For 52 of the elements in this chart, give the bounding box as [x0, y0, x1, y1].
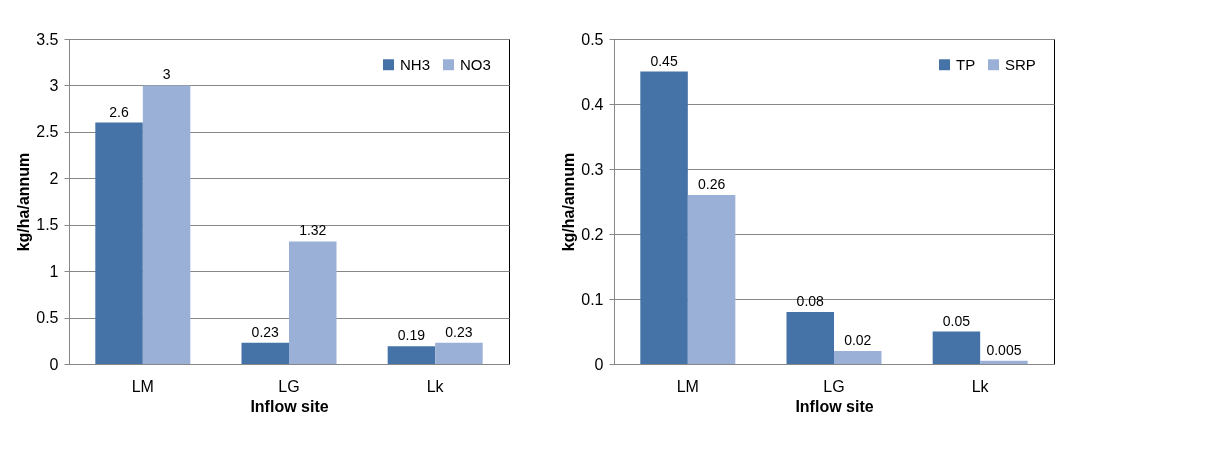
y-tick-label: 0.4 — [581, 95, 604, 113]
bar — [932, 331, 981, 364]
x-tick-label: LG — [823, 377, 845, 395]
data-label: 1.32 — [299, 222, 327, 239]
y-tick-label: 0.5 — [581, 30, 604, 48]
bar — [980, 360, 1028, 364]
legend-label: NH3 — [400, 55, 431, 73]
y-tick-label: 0.5 — [36, 309, 59, 327]
x-tick-label: LM — [131, 377, 154, 395]
x-axis-title: Inflow site — [795, 397, 874, 415]
data-label: 0.02 — [844, 332, 872, 348]
y-tick-label: 2.5 — [36, 123, 59, 141]
bar — [687, 195, 736, 364]
y-tick-label: 0.1 — [581, 290, 604, 308]
y-tick-label: 2 — [49, 169, 59, 187]
legend-label: NO3 — [460, 55, 491, 73]
y-tick-label: 3.5 — [36, 30, 59, 48]
x-tick-label: Lk — [426, 377, 445, 395]
data-label: 0.05 — [942, 312, 971, 329]
data-label: 0.08 — [796, 293, 825, 309]
y-tick-label: 1.5 — [36, 216, 59, 234]
bar — [289, 241, 337, 364]
bar — [241, 342, 289, 364]
y-tick-label: 0.2 — [581, 225, 604, 243]
data-label: 0.19 — [397, 327, 426, 344]
x-tick-label: LM — [676, 377, 699, 395]
data-label: 0.23 — [445, 323, 473, 340]
bar — [435, 342, 483, 364]
bar — [387, 346, 436, 364]
y-axis-title: kg/ha/annum — [560, 152, 578, 252]
y-tick-label: 0.3 — [581, 160, 604, 178]
bar — [834, 351, 882, 364]
x-tick-label: LG — [278, 377, 300, 395]
bar — [95, 122, 143, 364]
data-label: 2.6 — [109, 103, 130, 120]
legend-label: TP — [956, 55, 976, 73]
bar — [640, 71, 688, 364]
data-label: 0.26 — [697, 176, 726, 192]
y-tick-label: 0 — [594, 355, 604, 373]
legend-label: SRP — [1005, 55, 1036, 73]
data-label: 0.45 — [650, 52, 678, 69]
data-label: 0.005 — [986, 341, 1022, 358]
y-tick-label: 0 — [49, 355, 59, 373]
data-label: 3 — [162, 66, 171, 83]
y-axis-title: kg/ha/annum — [15, 152, 33, 252]
bar — [786, 312, 834, 364]
y-tick-label: 3 — [49, 76, 59, 94]
x-axis-title: Inflow site — [250, 397, 329, 415]
data-label: 0.23 — [251, 323, 280, 340]
bar — [142, 85, 191, 364]
y-tick-label: 1 — [49, 262, 59, 280]
x-tick-label: Lk — [971, 377, 990, 395]
